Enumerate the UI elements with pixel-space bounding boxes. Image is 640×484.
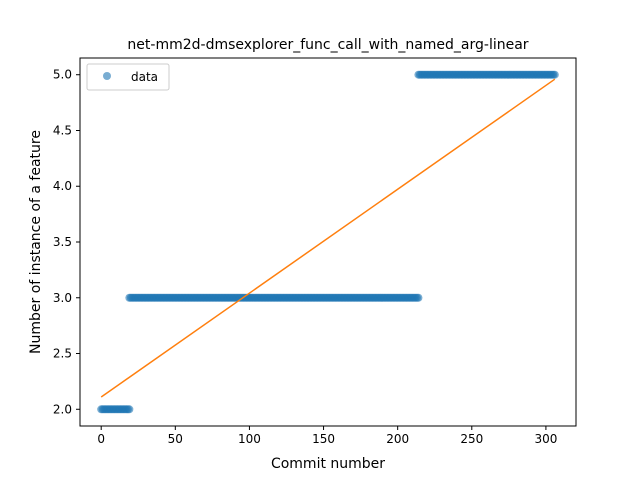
y-tick-label: 3.5	[53, 235, 72, 249]
y-tick-label: 2.5	[53, 347, 72, 361]
x-axis-label: Commit number	[271, 456, 385, 472]
x-tick-label: 150	[312, 432, 335, 446]
plot-area: 0 50 100 150 200 250 300 2.0 2.5 3.0 3.5 4.0 4.5 5.0	[53, 57, 577, 446]
data-point	[550, 70, 559, 79]
x-tick-label: 250	[460, 432, 483, 446]
legend: data	[86, 63, 170, 91]
y-axis-label: Number of instance of a feature	[28, 130, 44, 354]
y-tick-label: 4.0	[53, 179, 72, 193]
y-tick-label: 3.0	[53, 291, 72, 305]
legend-box	[86, 63, 170, 91]
x-tick-label: 100	[238, 432, 261, 446]
x-tick-label: 0	[97, 432, 105, 446]
fit-line	[100, 78, 556, 398]
y-tick-label: 2.0	[53, 402, 72, 416]
data-point	[125, 405, 134, 414]
data-point	[414, 293, 423, 302]
x-tick-label: 300	[534, 432, 557, 446]
x-tick-label: 50	[168, 432, 183, 446]
legend-marker	[103, 72, 111, 80]
chart-title: net-mm2d-dmsexplorer_func_call_with_name…	[127, 37, 528, 53]
y-tick-label: 4.5	[53, 123, 72, 137]
y-tick-label: 5.0	[53, 68, 72, 82]
x-tick-label: 200	[386, 432, 409, 446]
legend-label: data	[131, 70, 158, 84]
